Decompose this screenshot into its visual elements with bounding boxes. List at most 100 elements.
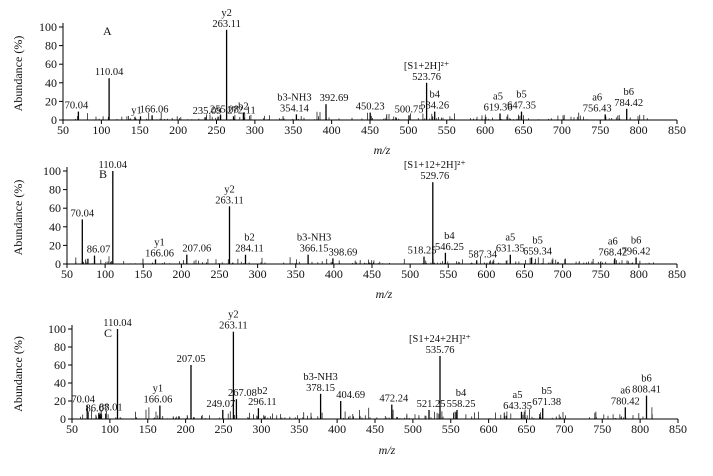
y-tick-label: 100 — [43, 164, 61, 178]
x-tick-label: 200 — [169, 123, 187, 137]
x-tick-label: 650 — [515, 123, 533, 137]
peak-ion-label: a6 — [592, 92, 602, 103]
peak-mz-label: 450.23 — [356, 102, 385, 113]
x-tick-label: 50 — [61, 267, 73, 281]
peak-ion-label: y2 — [228, 310, 239, 321]
peak-ion-label: a6 — [608, 236, 618, 247]
x-tick-label: 300 — [249, 267, 267, 281]
peak-ion-label: b5 — [516, 90, 527, 101]
peak-mz-label: 521.25 — [417, 399, 446, 410]
peak-ion-label: y1 — [154, 237, 165, 248]
peak-ion-label: a5 — [493, 92, 503, 103]
x-tick-label: 700 — [553, 123, 571, 137]
y-tick-label: 20 — [54, 394, 66, 408]
peak-mz-label: 378.15 — [306, 383, 335, 394]
y-tick-label: 20 — [45, 94, 57, 108]
x-tick-label: 250 — [208, 123, 226, 137]
peak-ion-label: b2 — [238, 102, 249, 113]
peak-mz-label: 472.24 — [379, 394, 409, 405]
peak-ion-label: b3-NH3 — [303, 372, 337, 383]
peak-mz-label: 235.09 — [193, 106, 222, 117]
peak-mz-label: 768.42 — [598, 247, 627, 258]
y-tick-label: 80 — [45, 39, 57, 53]
peak-ion-label: b6 — [623, 87, 634, 98]
x-tick-label: 50 — [57, 123, 69, 137]
x-tick-label: 400 — [323, 123, 341, 137]
peak-ion-label: b6 — [631, 236, 642, 247]
x-tick-label: 50 — [66, 422, 78, 436]
peak-mz-label: 263.11 — [215, 195, 244, 206]
peak-mz-label: 263.11 — [212, 19, 241, 30]
peak-ion-label: b3-NH3 — [297, 233, 331, 244]
x-tick-label: 700 — [555, 422, 573, 436]
peak-mz-label: 631.35 — [496, 244, 525, 255]
peak-mz-label: 70.04 — [70, 208, 94, 219]
peak-ion-label: [S1+24+2H]²⁺ — [409, 334, 471, 345]
panel-letter: C — [104, 326, 112, 340]
peak-mz-label: 207.06 — [182, 244, 211, 255]
x-tick-label: 400 — [328, 422, 346, 436]
x-tick-label: 350 — [287, 267, 305, 281]
x-axis-title: m/z — [379, 443, 396, 457]
x-tick-label: 650 — [518, 422, 536, 436]
x-tick-label: 150 — [131, 123, 149, 137]
x-tick-label: 450 — [363, 267, 381, 281]
peak-ion-label: y1 — [131, 105, 142, 116]
peak-ion-label: [S1+2H]²⁺ — [404, 61, 450, 72]
panel-letter: B — [99, 167, 107, 181]
x-tick-label: 750 — [593, 422, 611, 436]
peak-mz-label: 70.04 — [65, 101, 89, 112]
y-tick-label: 40 — [54, 376, 66, 390]
x-tick-label: 600 — [477, 267, 495, 281]
peak-mz-label: 558.25 — [447, 399, 476, 410]
peak-mz-label: 643.35 — [503, 401, 532, 412]
y-tick-label: 100 — [39, 20, 57, 34]
x-tick-label: 100 — [101, 422, 119, 436]
y-tick-label: 0 — [55, 257, 61, 271]
x-axis-title: m/z — [374, 143, 391, 157]
peak-mz-label: 404.69 — [336, 390, 365, 401]
y-axis-title: Abundance (%) — [11, 180, 25, 256]
peak-mz-label: 70.04 — [71, 395, 95, 406]
x-tick-label: 850 — [669, 422, 687, 436]
y-tick-label: 100 — [48, 322, 66, 336]
peak-mz-label: 619.36 — [484, 103, 513, 114]
peak-ion-label: b4 — [444, 231, 455, 242]
peak-mz-label: 808.41 — [632, 385, 661, 396]
y-tick-label: 80 — [49, 183, 61, 197]
x-tick-label: 600 — [480, 422, 498, 436]
peak-mz-label: 267.08 — [228, 388, 257, 399]
x-tick-label: 750 — [591, 123, 609, 137]
peak-mz-label: 518.25 — [408, 246, 437, 257]
peak-ion-label: y2 — [221, 8, 232, 19]
peak-ion-label: b5 — [532, 236, 543, 247]
peak-mz-label: 284.11 — [235, 244, 264, 255]
x-tick-label: 850 — [668, 123, 686, 137]
peak-ion-label: b3-NH3 — [277, 92, 311, 103]
x-tick-label: 700 — [554, 267, 572, 281]
x-tick-label: 450 — [366, 422, 384, 436]
x-tick-label: 350 — [290, 422, 308, 436]
peak-mz-label: 207.05 — [177, 354, 206, 365]
x-tick-label: 800 — [630, 123, 648, 137]
x-tick-label: 300 — [246, 123, 264, 137]
peak-mz-label: 534.26 — [420, 101, 449, 112]
x-tick-label: 850 — [668, 267, 686, 281]
peak-ion-label: [S1+12+2H]²⁺ — [404, 160, 466, 171]
peak-mz-label: 272.11 — [227, 105, 256, 116]
peak-mz-label: 796.42 — [622, 247, 651, 258]
peak-ion-label: a6 — [620, 385, 630, 396]
x-tick-label: 500 — [401, 267, 419, 281]
peak-mz-label: 756.43 — [583, 103, 612, 114]
noise-peaks — [80, 407, 653, 419]
peak-ion-label: b4 — [429, 90, 440, 101]
peak-mz-label: 86.07 — [85, 404, 109, 415]
x-tick-label: 550 — [438, 123, 456, 137]
peak-mz-label: 392.69 — [320, 93, 349, 104]
peak-mz-label: 398.69 — [328, 247, 357, 258]
peak-mz-label: 249.07 — [206, 399, 235, 410]
peak-mz-label: 255.08 — [210, 104, 239, 115]
x-tick-label: 450 — [361, 123, 379, 137]
x-tick-label: 100 — [96, 267, 114, 281]
peak-ion-label: b6 — [641, 374, 652, 385]
